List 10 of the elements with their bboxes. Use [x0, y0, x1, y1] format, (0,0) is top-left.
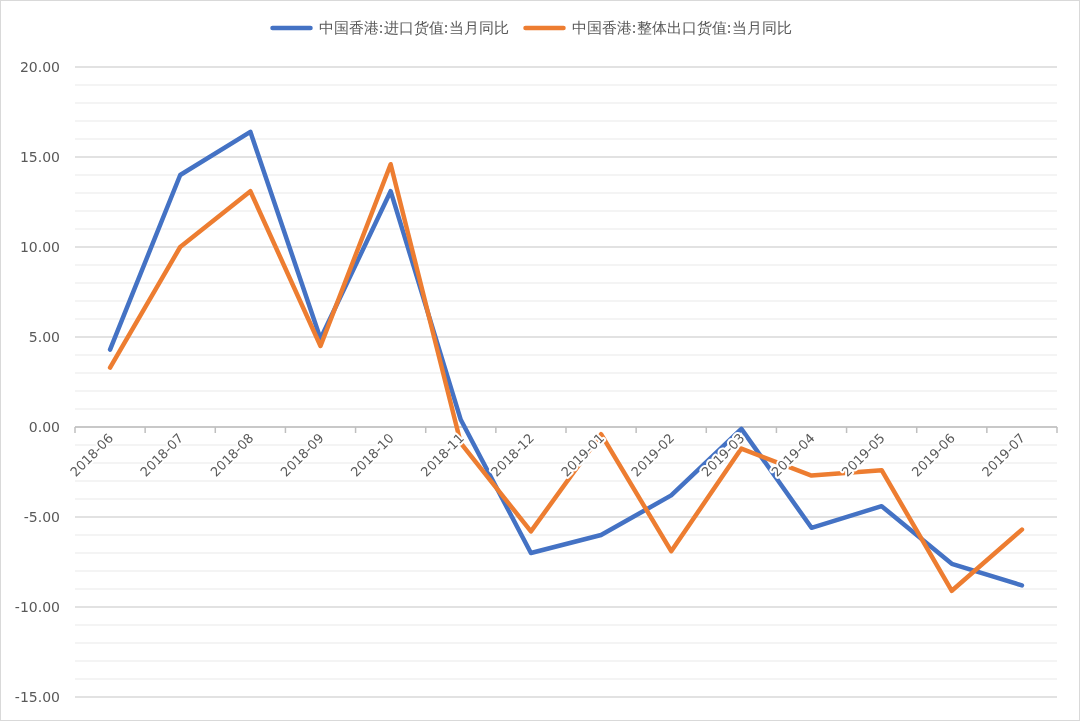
y-tick-label: 10.00: [19, 239, 60, 255]
y-tick-label: -10.00: [14, 599, 60, 615]
legend-label: 中国香港:整体出口货值:当月同比: [571, 19, 792, 37]
y-tick-label: -15.00: [14, 689, 60, 705]
y-tick-label: 15.00: [19, 149, 60, 165]
y-tick-label: -5.00: [23, 509, 60, 525]
y-tick-label: 0.00: [28, 419, 60, 435]
y-tick-label: 20.00: [19, 59, 60, 75]
y-tick-label: 5.00: [28, 329, 60, 345]
legend-label: 中国香港:进口货值:当月同比: [318, 19, 509, 37]
